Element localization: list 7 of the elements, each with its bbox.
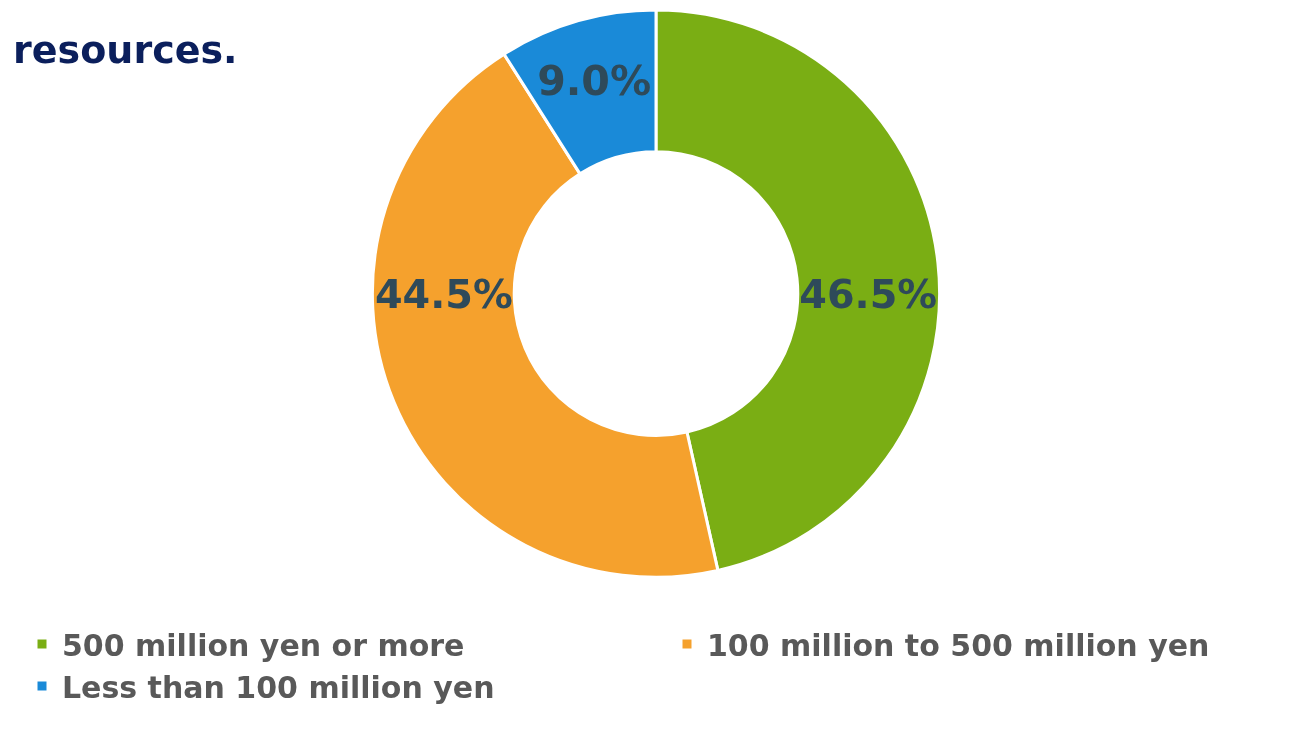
data-label: 46.5%	[799, 270, 938, 317]
data-label: 44.5%	[374, 270, 513, 317]
data-label: 9.0%	[537, 57, 652, 106]
text: resources.	[13, 28, 238, 73]
legend-label: 500 million yen or more	[62, 627, 465, 663]
legend-label: Less than 100 million yen	[62, 669, 495, 705]
legend-label: 100 million to 500 million yen	[707, 627, 1210, 663]
